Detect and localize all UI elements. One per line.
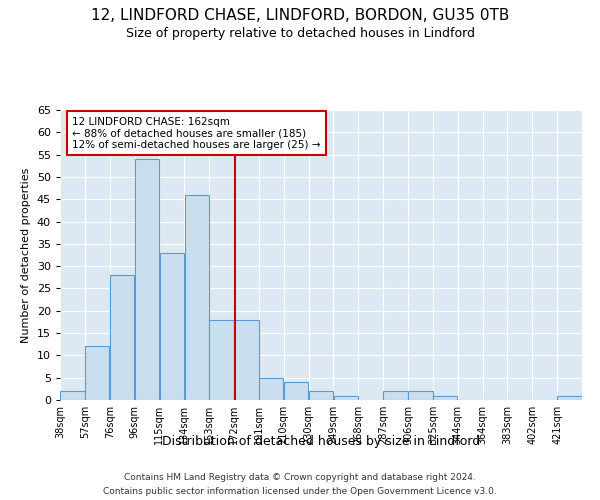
Bar xyxy=(433,396,457,400)
Bar xyxy=(334,396,358,400)
Bar xyxy=(409,391,433,400)
Bar xyxy=(557,396,581,400)
Text: Distribution of detached houses by size in Lindford: Distribution of detached houses by size … xyxy=(162,435,480,448)
Bar xyxy=(284,382,308,400)
Bar xyxy=(383,391,407,400)
Text: Contains HM Land Registry data © Crown copyright and database right 2024.: Contains HM Land Registry data © Crown c… xyxy=(124,472,476,482)
Text: Size of property relative to detached houses in Lindford: Size of property relative to detached ho… xyxy=(125,28,475,40)
Y-axis label: Number of detached properties: Number of detached properties xyxy=(21,168,31,342)
Text: Contains public sector information licensed under the Open Government Licence v3: Contains public sector information licen… xyxy=(103,488,497,496)
Text: 12, LINDFORD CHASE, LINDFORD, BORDON, GU35 0TB: 12, LINDFORD CHASE, LINDFORD, BORDON, GU… xyxy=(91,8,509,22)
Bar xyxy=(309,391,333,400)
Bar xyxy=(85,346,109,400)
Bar xyxy=(185,195,209,400)
Bar xyxy=(209,320,233,400)
Text: 12 LINDFORD CHASE: 162sqm
← 88% of detached houses are smaller (185)
12% of semi: 12 LINDFORD CHASE: 162sqm ← 88% of detac… xyxy=(73,116,321,150)
Bar xyxy=(235,320,259,400)
Bar xyxy=(259,378,283,400)
Bar xyxy=(160,253,184,400)
Bar xyxy=(135,159,159,400)
Bar xyxy=(61,391,85,400)
Bar xyxy=(110,275,134,400)
